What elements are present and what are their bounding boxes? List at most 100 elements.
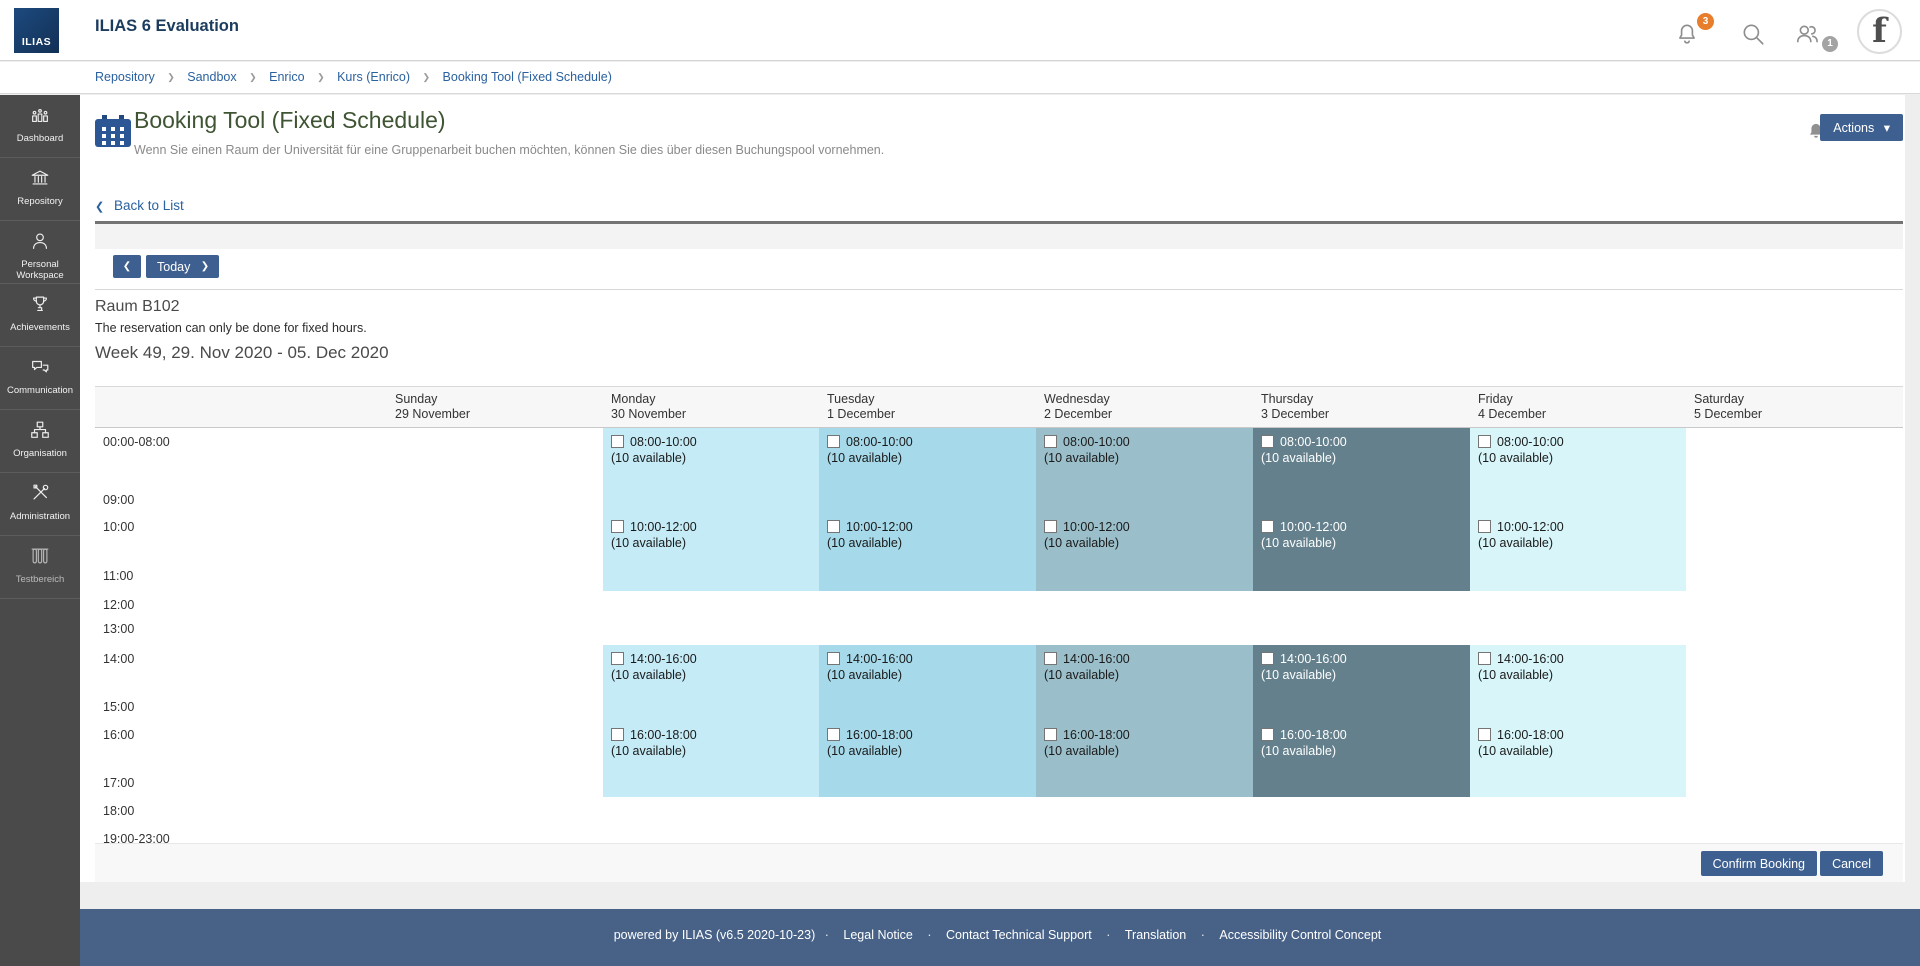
sidebar-item-testbereich[interactable]: Testbereich: [0, 536, 80, 599]
booking-slot-monday-0800[interactable]: 08:00-10:00 (10 available): [603, 427, 819, 513]
sidebar-item-communication[interactable]: Communication: [0, 347, 80, 410]
slot-checkbox[interactable]: [1478, 519, 1491, 533]
slot-checkbox[interactable]: [611, 519, 624, 533]
slot-checkbox[interactable]: [1044, 519, 1057, 533]
day-header-sunday: Sunday 29 November: [387, 386, 603, 428]
booking-slot-friday-0800[interactable]: 08:00-10:00 (10 available): [1470, 427, 1686, 513]
booking-slot-friday-1600[interactable]: 16:00-18:00 (10 available): [1470, 720, 1686, 797]
notifications-bell-icon[interactable]: [1674, 21, 1700, 47]
trophy-icon: [29, 296, 51, 319]
cancel-button[interactable]: Cancel: [1820, 851, 1883, 876]
test-tubes-icon: [29, 548, 51, 571]
slot-checkbox[interactable]: [1478, 435, 1491, 448]
footer-link-translation[interactable]: Translation: [1124, 928, 1187, 942]
actions-button[interactable]: Actions ▾: [1820, 114, 1903, 141]
booking-slot-thursday-0800[interactable]: 08:00-10:00 (10 available): [1253, 427, 1470, 513]
booking-slot-monday-1000[interactable]: 10:00-12:00 (10 available): [603, 512, 819, 591]
breadcrumb-item-kurs[interactable]: Kurs (Enrico): [337, 70, 411, 84]
user-avatar[interactable]: f: [1857, 9, 1902, 54]
breadcrumb-item-repository[interactable]: Repository: [95, 70, 155, 84]
confirm-booking-button[interactable]: Confirm Booking: [1700, 851, 1817, 876]
time-column-header: [95, 386, 387, 428]
breadcrumb-item-enrico[interactable]: Enrico: [269, 70, 305, 84]
booking-slot-wednesday-0800[interactable]: 08:00-10:00 (10 available): [1036, 427, 1253, 513]
sidebar-item-achievements[interactable]: Achievements: [0, 284, 80, 347]
booking-schedule-table: Sunday 29 November Monday 30 November Tues…: [95, 386, 1903, 846]
slot-checkbox[interactable]: [1261, 727, 1274, 741]
footer-link-contact-support[interactable]: Contact Technical Support: [946, 928, 1092, 942]
logo-text: ILIAS: [21, 36, 52, 48]
booking-slot-wednesday-1000[interactable]: 10:00-12:00 (10 available): [1036, 512, 1253, 591]
day-header-friday: Friday 4 December: [1470, 386, 1686, 428]
day-header-tuesday: Tuesday 1 December: [819, 386, 1036, 428]
booking-slot-tuesday-1400[interactable]: 14:00-16:00 (10 available): [819, 644, 1036, 721]
online-users-icon[interactable]: [1794, 21, 1820, 47]
caret-down-icon: ▾: [1883, 121, 1890, 135]
booking-slot-thursday-1600[interactable]: 16:00-18:00 (10 available): [1253, 720, 1470, 797]
empty-cell-saturday: [1686, 428, 1903, 486]
slot-checkbox[interactable]: [1261, 519, 1274, 533]
slot-checkbox[interactable]: [1261, 651, 1274, 665]
slot-checkbox[interactable]: [611, 651, 624, 665]
slot-checkbox[interactable]: [611, 727, 624, 741]
booking-slot-friday-1000[interactable]: 10:00-12:00 (10 available): [1470, 512, 1686, 591]
today-button[interactable]: Today: [146, 255, 202, 278]
app-title: ILIAS 6 Evaluation: [95, 17, 239, 35]
booking-slot-thursday-1000[interactable]: 10:00-12:00 (10 available): [1253, 512, 1470, 591]
breadcrumb-separator-icon: ❯: [249, 72, 257, 82]
slot-checkbox[interactable]: [1044, 727, 1057, 741]
booking-slot-monday-1400[interactable]: 14:00-16:00 (10 available): [603, 644, 819, 721]
previous-week-button[interactable]: ❮: [113, 255, 141, 278]
day-header-saturday: Saturday 5 December: [1686, 386, 1903, 428]
booking-slot-wednesday-1600[interactable]: 16:00-18:00 (10 available): [1036, 720, 1253, 797]
org-chart-icon: [29, 421, 51, 445]
booking-slot-tuesday-0800[interactable]: 08:00-10:00 (10 available): [819, 427, 1036, 513]
booking-slot-tuesday-1000[interactable]: 10:00-12:00 (10 available): [819, 512, 1036, 591]
slot-checkbox[interactable]: [827, 435, 840, 448]
ilias-logo[interactable]: ILIAS: [14, 8, 59, 53]
day-header-monday: Monday 30 November: [603, 386, 819, 428]
slot-checkbox[interactable]: [827, 519, 840, 533]
slot-checkbox[interactable]: [827, 727, 840, 741]
sidebar-item-personal-workspace[interactable]: Personal Workspace: [0, 221, 80, 284]
chat-bubbles-icon: [29, 360, 51, 382]
reservation-note: The reservation can only be done for fix…: [95, 321, 367, 335]
main-sidebar: Dashboard Repository Personal Workspace …: [0, 95, 80, 966]
booking-slot-monday-1600[interactable]: 16:00-18:00 (10 available): [603, 720, 819, 797]
time-row-label: 00:00-08:00: [103, 435, 170, 449]
breadcrumb-item-sandbox[interactable]: Sandbox: [187, 70, 237, 84]
breadcrumb-separator-icon: ❯: [317, 72, 325, 82]
booking-slot-wednesday-1400[interactable]: 14:00-16:00 (10 available): [1036, 644, 1253, 721]
sidebar-item-repository[interactable]: Repository: [0, 158, 80, 221]
sidebar-item-dashboard[interactable]: Dashboard: [0, 95, 80, 158]
slot-checkbox[interactable]: [1478, 651, 1491, 665]
slot-checkbox[interactable]: [1044, 651, 1057, 665]
time-row-label: 15:00: [103, 699, 135, 714]
empty-cell-saturday: [1686, 769, 1903, 797]
sidebar-item-organisation[interactable]: Organisation: [0, 410, 80, 473]
notification-toggle-bell-icon[interactable]: [1806, 121, 1826, 141]
toolbar-band: [95, 224, 1903, 249]
booking-slot-tuesday-1600[interactable]: 16:00-18:00 (10 available): [819, 720, 1036, 797]
breadcrumb-item-booking-tool[interactable]: Booking Tool (Fixed Schedule): [442, 70, 612, 84]
page-title: Booking Tool (Fixed Schedule): [134, 107, 446, 133]
empty-cell-sunday: [387, 693, 603, 721]
booking-slot-thursday-1400[interactable]: 14:00-16:00 (10 available): [1253, 644, 1470, 721]
slot-checkbox[interactable]: [611, 435, 624, 448]
footer-link-legal-notice[interactable]: Legal Notice: [843, 928, 913, 942]
room-title: Raum B102: [95, 298, 180, 315]
main-content-area: Booking Tool (Fixed Schedule) Wenn Sie e…: [80, 95, 1920, 966]
next-week-button[interactable]: ❯: [191, 255, 219, 278]
empty-cell-saturday: [1686, 486, 1903, 513]
slot-checkbox[interactable]: [827, 651, 840, 665]
slot-checkbox[interactable]: [1044, 435, 1057, 448]
footer-link-accessibility[interactable]: Accessibility Control Concept: [1219, 928, 1382, 942]
booking-slot-friday-1400[interactable]: 14:00-16:00 (10 available): [1470, 644, 1686, 721]
search-icon[interactable]: [1740, 21, 1766, 47]
online-users-count-badge: 1: [1822, 36, 1838, 52]
slot-checkbox[interactable]: [1261, 435, 1274, 448]
breadcrumb: Repository ❯ Sandbox ❯ Enrico ❯ Kurs (En…: [0, 62, 1920, 94]
sidebar-item-administration[interactable]: Administration: [0, 473, 80, 536]
back-to-list-link[interactable]: ❮ Back to List: [95, 198, 184, 213]
slot-checkbox[interactable]: [1478, 727, 1491, 741]
